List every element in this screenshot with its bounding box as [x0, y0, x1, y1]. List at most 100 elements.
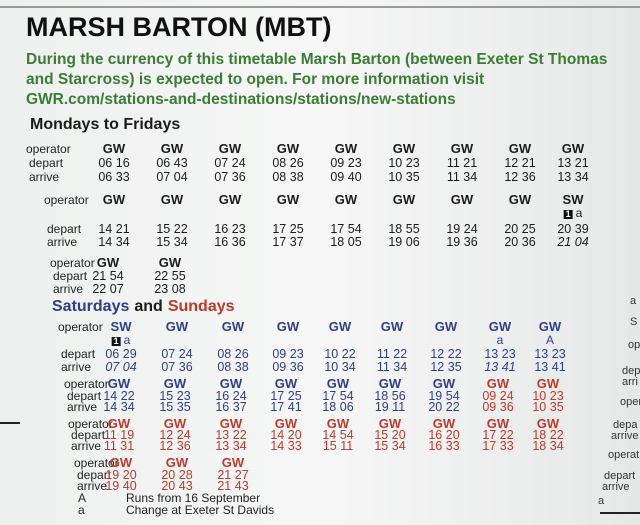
depart-time: 12 22 [430, 347, 462, 361]
row-label: operator [58, 320, 103, 334]
arrive-time: 18 34 [532, 439, 564, 453]
top-rule [0, 6, 640, 8]
right-rule [600, 512, 640, 514]
operator: GW [334, 141, 358, 156]
operator: GW [432, 376, 456, 391]
row-label: depart [71, 428, 106, 442]
depart-time: 15 23 [159, 389, 191, 403]
arrive-time: 11 31 [103, 439, 135, 453]
row-label: depart [67, 389, 102, 403]
cut-off-text: oper [620, 396, 640, 408]
operator: GW [165, 319, 189, 334]
row-label: operator [74, 456, 119, 470]
depart-time: 10 23 [388, 156, 420, 170]
depart-time: 14 20 [270, 428, 302, 442]
depart-time: 07 24 [161, 347, 193, 361]
arrive-time: 08 38 [217, 360, 249, 374]
operator: GW [218, 192, 242, 207]
arrive-time: 14 34 [103, 400, 135, 414]
operator: GW [392, 141, 416, 156]
row-label: arrive [61, 360, 92, 374]
footnote-key: a [78, 503, 85, 517]
operator: GW [221, 319, 245, 334]
depart-time: 14 54 [322, 428, 354, 442]
depart-time: 15 20 [374, 428, 406, 442]
arrive-time: 19 36 [446, 235, 478, 249]
notice-line: During the currency of this timetable Ma… [26, 51, 608, 68]
arrive-time: 20 36 [504, 235, 536, 249]
left-rule [0, 422, 20, 424]
row-label: arrive [29, 170, 60, 184]
arrive-time: 13 41 [534, 360, 566, 374]
depart-time: 12 24 [159, 428, 191, 442]
arrive-time: 16 33 [428, 439, 460, 453]
note-text: a [123, 333, 131, 347]
row-label: arrive [47, 235, 78, 249]
depart-time: 14 22 [103, 389, 135, 403]
arrive-time: 12 36 [159, 439, 191, 453]
operator: GW [107, 416, 131, 431]
arrive-time: 11 34 [376, 360, 408, 374]
cut-off-text: dep [622, 365, 640, 377]
arrive-time: 17 41 [270, 400, 302, 414]
operator: GW [536, 376, 560, 391]
operator: GW [274, 416, 298, 431]
operator: GW [450, 141, 474, 156]
arrive-time: 17 33 [482, 439, 514, 453]
operator: GW [276, 192, 300, 207]
row-label: operator [50, 256, 95, 270]
operator: GW [221, 455, 245, 470]
operator: GW [219, 416, 243, 431]
operator: GW [276, 319, 300, 334]
operator: SW [562, 192, 584, 207]
note-icon: 1 [563, 209, 573, 219]
depart-time: 13 23 [484, 347, 516, 361]
row-label: arrive [77, 479, 108, 493]
depart-time: 21 27 [217, 468, 249, 482]
arrive-time: 19 40 [105, 479, 137, 493]
footnote-text: Runs from 16 September [126, 491, 261, 505]
operator: GW [274, 376, 298, 391]
depart-time: 20 39 [557, 222, 589, 236]
depart-time: 08 26 [217, 347, 249, 361]
operator: GW [450, 192, 474, 207]
depart-time: 11 21 [446, 156, 478, 170]
row-label: operator [26, 142, 71, 156]
heading-part: and [134, 298, 163, 315]
cut-off-text: arrive [611, 430, 639, 442]
operator: GW [378, 376, 402, 391]
depart-time: 17 22 [482, 428, 514, 442]
depart-time: 18 56 [374, 389, 406, 403]
depart-time: 18 22 [532, 428, 564, 442]
depart-time: 06 29 [105, 347, 137, 361]
heading-part: Sundays [167, 298, 235, 315]
arrive-time: 17 37 [272, 235, 304, 249]
depart-time: 16 23 [214, 222, 246, 236]
operator: GW [378, 416, 402, 431]
operator: GW [536, 416, 560, 431]
operator: SW [110, 319, 132, 334]
arrive-time: 15 11 [322, 439, 354, 453]
depart-time: 19 20 [105, 468, 137, 482]
depart-time: 07 24 [214, 156, 246, 170]
depart-time: 11 22 [376, 347, 408, 361]
depart-time: 16 20 [428, 428, 460, 442]
service-note: A [546, 334, 554, 346]
cut-off-text: arri [622, 376, 638, 388]
operator: GW [102, 141, 126, 156]
row-label: depart [53, 269, 88, 283]
arrive-time: 18 05 [330, 235, 362, 249]
section-heading: Saturdays and Sundays [52, 299, 235, 315]
note-text: a [575, 206, 583, 220]
arrive-time: 10 35 [532, 400, 564, 414]
depart-time: 18 55 [388, 222, 420, 236]
operator: GW [219, 376, 243, 391]
heading-part: Saturdays [52, 298, 130, 315]
operator: GW [486, 416, 510, 431]
footnote-key: A [78, 491, 87, 505]
arrive-time: 21 04 [557, 235, 589, 249]
depart-time: 13 23 [534, 347, 566, 361]
